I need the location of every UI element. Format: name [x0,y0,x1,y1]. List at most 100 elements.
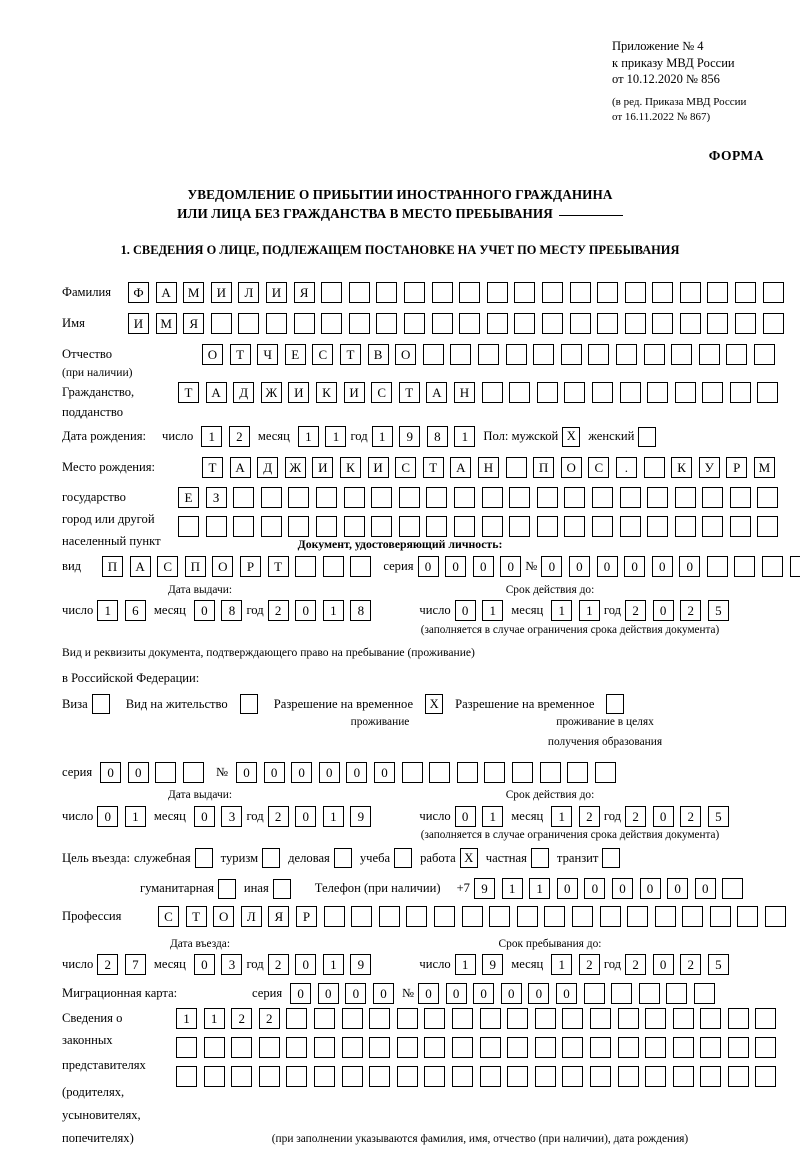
char-cell[interactable]: В [367,344,389,365]
char-cell[interactable] [737,906,759,927]
char-cell[interactable] [726,344,748,365]
char-cell[interactable] [343,516,365,537]
char-cell[interactable]: 0 [345,983,367,1004]
char-cell[interactable] [674,487,696,508]
char-cell[interactable] [671,344,693,365]
char-cell[interactable] [350,556,372,577]
char-cell[interactable] [762,556,784,577]
char-cell[interactable]: А [155,282,177,303]
char-cell[interactable]: Ф [128,282,149,303]
char-cell[interactable] [321,282,343,303]
char-cell[interactable]: К [671,457,693,478]
char-cell[interactable] [205,516,227,537]
char-cell[interactable]: Ж [260,382,282,403]
char-cell[interactable] [176,1066,197,1087]
char-cell[interactable] [507,1008,529,1029]
char-cell[interactable]: 0 [528,983,550,1004]
char-cell[interactable] [693,983,715,1004]
char-cell[interactable] [674,382,696,403]
char-cell[interactable]: 0 [291,762,313,783]
char-cell[interactable]: 1 [124,806,146,827]
char-cell[interactable] [484,762,506,783]
char-cell[interactable]: 0 [417,983,439,1004]
char-cell[interactable]: 0 [541,556,563,577]
char-cell[interactable] [505,457,527,478]
char-cell[interactable] [481,382,503,403]
char-cell[interactable]: Я [268,906,290,927]
char-cell[interactable]: И [367,457,389,478]
char-cell[interactable] [461,906,483,927]
char-cell[interactable] [426,516,448,537]
char-cell[interactable] [762,313,784,334]
char-cell[interactable]: 0 [624,556,646,577]
char-cell[interactable] [757,382,779,403]
char-cell[interactable] [534,1008,556,1029]
char-cell[interactable] [617,1037,639,1058]
char-cell[interactable]: 2 [97,954,119,975]
char-cell[interactable]: О [202,344,223,365]
char-cell[interactable]: 0 [652,806,674,827]
char-cell[interactable] [700,1037,722,1058]
char-cell[interactable] [313,1066,335,1087]
char-cell[interactable] [505,344,527,365]
char-cell[interactable]: 0 [596,556,618,577]
char-cell[interactable]: 9 [473,878,495,899]
purpose-checkbox-частная[interactable] [530,848,549,868]
char-cell[interactable]: 0 [193,806,215,827]
char-cell[interactable]: А [129,556,151,577]
char-cell[interactable]: И [312,457,334,478]
char-cell[interactable] [396,1037,418,1058]
char-cell[interactable] [702,487,724,508]
char-cell[interactable] [647,487,669,508]
char-cell[interactable]: 1 [201,426,223,447]
char-cell[interactable]: 8 [350,600,372,621]
char-cell[interactable]: 2 [578,806,600,827]
char-cell[interactable] [564,487,586,508]
char-cell[interactable] [403,313,425,334]
char-cell[interactable]: 0 [290,983,312,1004]
char-cell[interactable]: А [205,382,227,403]
char-cell[interactable]: 0 [611,878,633,899]
char-cell[interactable]: И [343,382,365,403]
char-cell[interactable] [371,487,393,508]
char-cell[interactable] [702,382,724,403]
char-cell[interactable]: 1 [529,878,551,899]
char-cell[interactable]: 0 [317,983,339,1004]
char-cell[interactable] [666,983,688,1004]
char-cell[interactable] [757,516,779,537]
char-cell[interactable]: 5 [707,954,729,975]
char-cell[interactable]: Р [726,457,748,478]
char-cell[interactable] [536,382,558,403]
char-cell[interactable] [672,1066,694,1087]
char-cell[interactable] [453,516,475,537]
char-cell[interactable]: П [102,556,123,577]
char-cell[interactable]: 0 [568,556,590,577]
char-cell[interactable]: 0 [263,762,285,783]
char-cell[interactable] [451,1066,473,1087]
char-cell[interactable] [594,762,616,783]
char-cell[interactable]: 0 [193,954,215,975]
sex-female-checkbox[interactable] [638,426,657,447]
char-cell[interactable]: С [371,382,393,403]
char-cell[interactable] [652,313,674,334]
char-cell[interactable]: 3 [221,954,243,975]
char-cell[interactable] [233,516,255,537]
char-cell[interactable] [258,1066,280,1087]
char-cell[interactable] [155,762,177,783]
char-cell[interactable] [481,487,503,508]
char-cell[interactable] [707,313,729,334]
char-cell[interactable] [589,1008,611,1029]
char-cell[interactable]: 0 [373,762,395,783]
